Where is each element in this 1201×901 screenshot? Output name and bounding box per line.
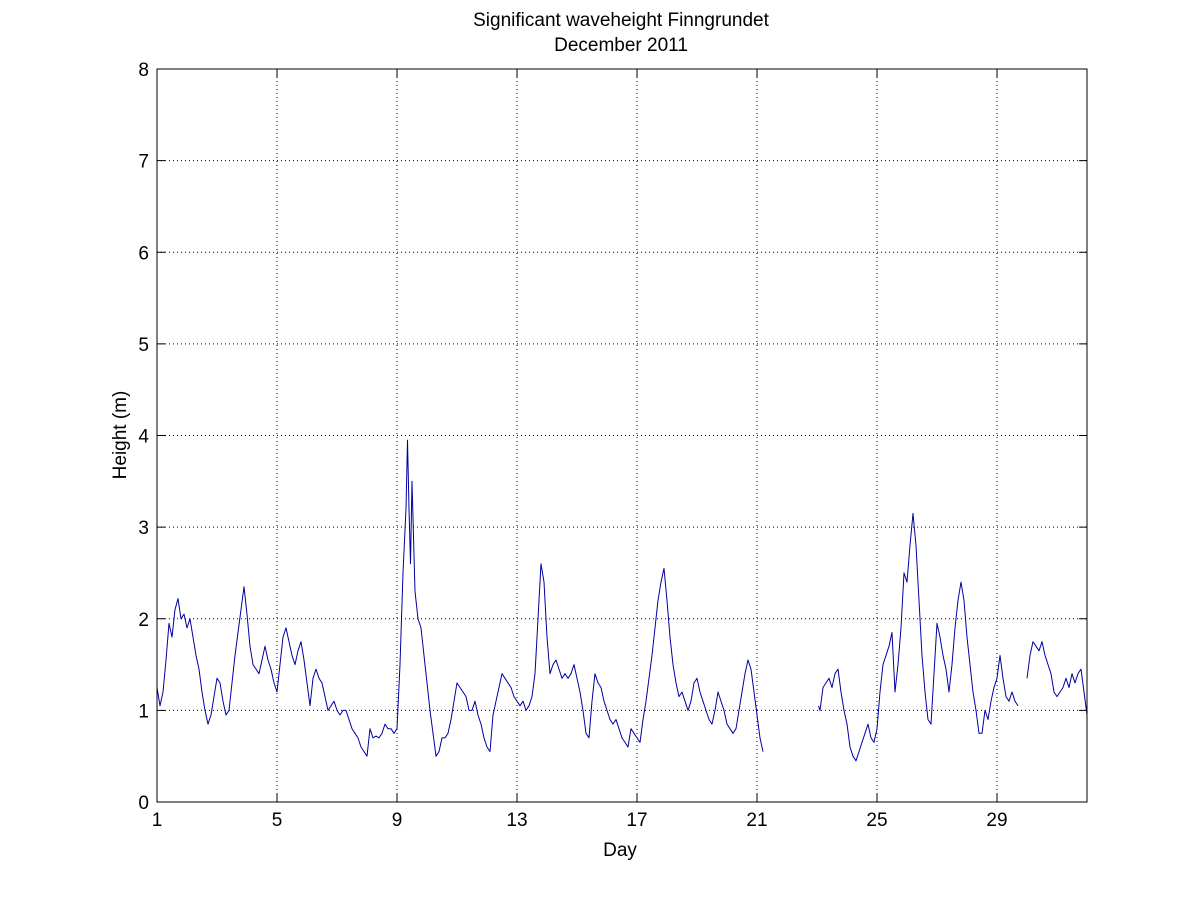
x-tick-label: 29 [986,810,1007,831]
y-tick-label: 6 [138,243,149,264]
x-axis-label: Day [603,840,637,861]
x-tick-labels: 1 5 9 13 17 21 25 29 [152,810,1008,831]
chart-title: Significant waveheight Finngrundet [473,10,769,31]
x-tick-label: 25 [866,810,887,831]
y-axis-label: Height (m) [110,391,131,480]
waveheight-line-segment [156,439,764,757]
y-tick-label: 0 [138,793,149,814]
x-tick-label: 1 [152,810,163,831]
x-tick-label: 5 [272,810,283,831]
waveheight-line-segment [818,512,1019,762]
y-tick-label: 7 [138,152,149,173]
axis-ticks [156,68,1087,803]
y-tick-label: 5 [138,335,149,356]
x-tick-label: 13 [506,810,527,831]
y-tick-label: 4 [138,427,149,448]
grid-lines [157,69,1087,802]
x-tick-label: 9 [392,810,403,831]
y-tick-label: 8 [138,60,149,81]
x-tick-label: 21 [746,810,767,831]
series-lines [156,439,1088,762]
y-tick-label: 1 [138,701,149,722]
x-tick-label: 17 [626,810,647,831]
waveheight-line-segment [1026,641,1088,716]
y-tick-labels: 0 1 2 3 4 5 6 7 8 [138,60,149,814]
y-tick-label: 2 [138,610,149,631]
chart-subtitle: December 2011 [554,35,688,56]
y-tick-label: 3 [138,518,149,539]
